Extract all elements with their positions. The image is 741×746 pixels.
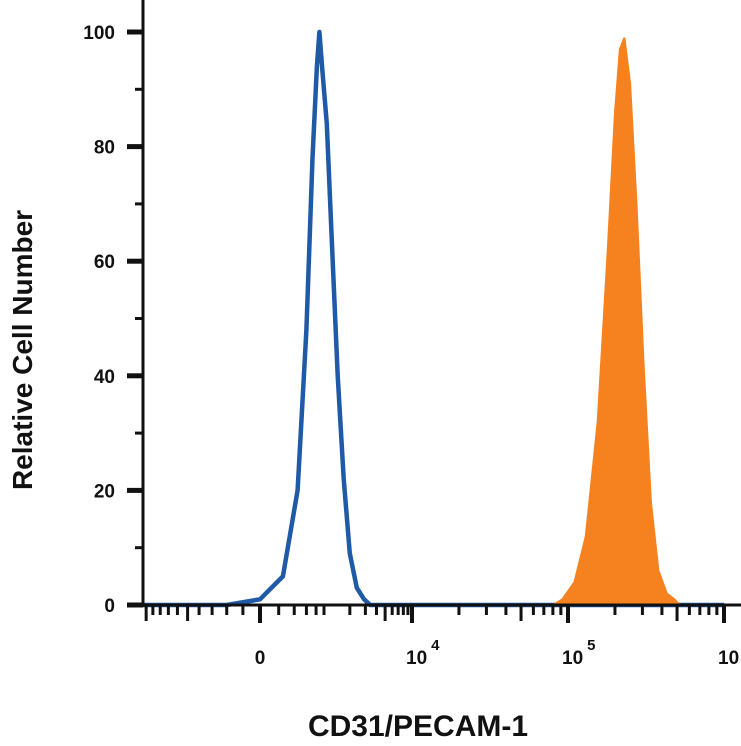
x-tick-label: 106	[718, 637, 741, 669]
x-axis-title: CD31/PECAM-1	[308, 710, 528, 743]
plot-area	[140, 29, 724, 608]
y-tick-label: 80	[94, 138, 115, 159]
y-tick-label: 0	[104, 596, 115, 617]
y-axis-title: Relative Cell Number	[7, 210, 38, 490]
y-tick-label: 20	[94, 481, 115, 502]
y-tick-label: 40	[94, 367, 115, 388]
histogram-series-0	[140, 29, 724, 608]
y-tick-label: 60	[94, 252, 115, 273]
x-tick-label: 0	[255, 648, 266, 669]
axes: 0 20 40 60 80 100 0 104 105 106	[83, 0, 741, 669]
y-tick-label: 100	[83, 23, 115, 44]
histogram-series-1	[549, 37, 683, 606]
x-tick-label: 104	[406, 637, 440, 669]
x-tick-label: 105	[562, 637, 595, 669]
